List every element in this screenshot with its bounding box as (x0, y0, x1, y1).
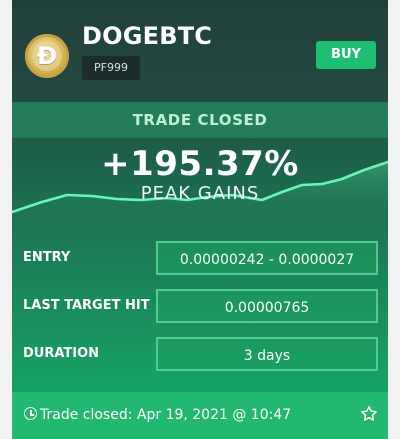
entry-row: ENTRY 0.00000242 - 0.0000027 (12, 238, 388, 278)
last-target-label: LAST TARGET HIT (23, 298, 150, 313)
duration-label: DURATION (23, 346, 100, 361)
peak-gain-label: PEAK GAINS (140, 183, 260, 204)
entry-label: ENTRY (23, 250, 71, 265)
gain-chart (12, 160, 388, 230)
signal-card: Ð DOGEBTC PF999 BUY TRADE CLOSED +195.37… (12, 0, 388, 439)
clock-icon (24, 407, 37, 420)
last-target-value: 0.00000765 (156, 289, 378, 323)
star-icon[interactable] (359, 404, 379, 424)
trade-status-bar: TRADE CLOSED (12, 102, 388, 138)
dogecoin-logo-mark: Ð (36, 42, 58, 70)
peak-gain-value: +195.37% (101, 144, 299, 184)
duration-value: 3 days (156, 337, 378, 371)
gain-chart-area (12, 162, 388, 230)
card-footer: Trade closed: Apr 19, 2021 @ 10:47 (12, 392, 388, 439)
gain-chart-line (12, 160, 388, 214)
duration-row: DURATION 3 days (12, 334, 388, 374)
dogecoin-logo: Ð (25, 34, 69, 78)
pair-title: DOGEBTC (82, 22, 213, 50)
entry-value: 0.00000242 - 0.0000027 (156, 241, 378, 275)
last-target-row: LAST TARGET HIT 0.00000765 (12, 286, 388, 326)
trade-closed-text: Trade closed: Apr 19, 2021 @ 10:47 (40, 407, 292, 423)
peak-gains-block: +195.37% PEAK GAINS (12, 145, 388, 205)
buy-button[interactable]: BUY (316, 41, 376, 69)
signal-tag: PF999 (82, 56, 140, 80)
